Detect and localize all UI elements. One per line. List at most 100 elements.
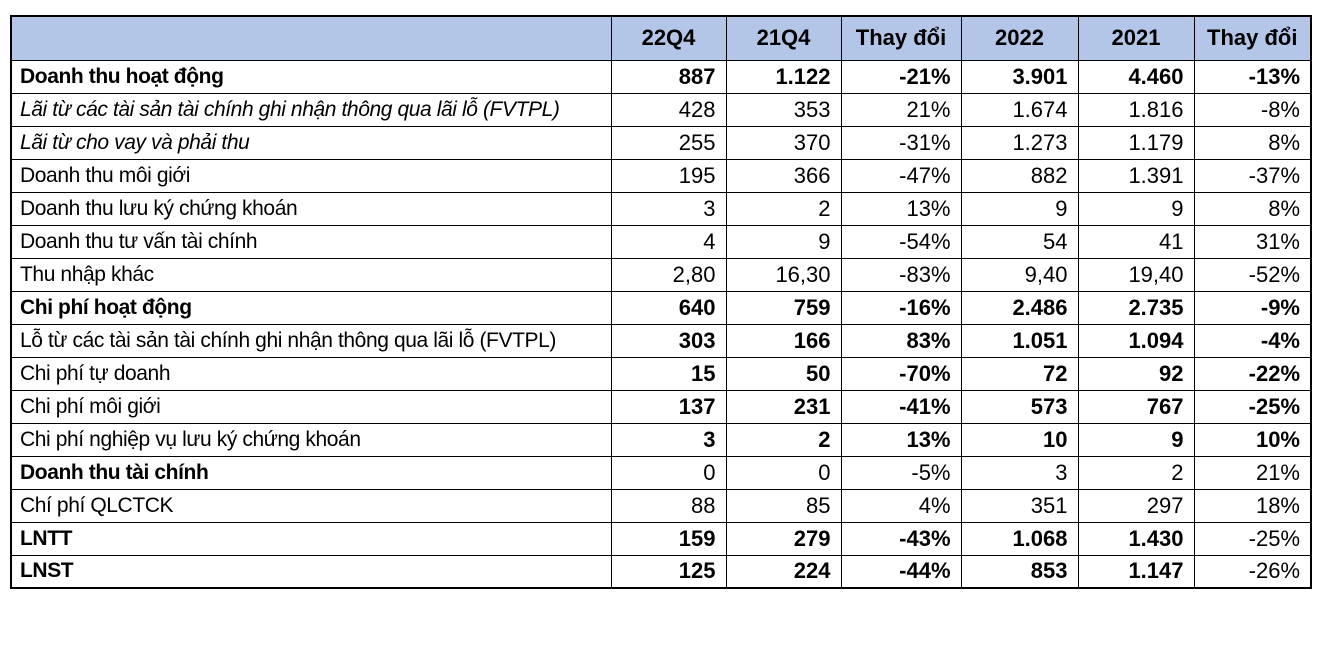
value-cell: 0	[725, 455, 842, 490]
value-cell: 85	[725, 488, 842, 523]
value-cell: 2	[1077, 455, 1195, 490]
table-row: Chi phí hoạt động 640 759 -16% 2.486 2.735 -9%	[10, 290, 1312, 325]
value-cell: -4%	[1193, 323, 1312, 358]
value-cell: 2.486	[960, 290, 1079, 325]
value-cell: -54%	[840, 224, 962, 259]
value-cell: 1.122	[725, 59, 842, 94]
value-cell: -8%	[1193, 92, 1312, 127]
value-cell: 4	[610, 224, 727, 259]
value-cell: 370	[725, 125, 842, 160]
value-cell: 224	[725, 554, 842, 589]
value-cell: 18%	[1193, 488, 1312, 523]
value-cell: 9	[725, 224, 842, 259]
value-cell: -37%	[1193, 158, 1312, 193]
value-cell: 255	[610, 125, 727, 160]
value-cell: 3.901	[960, 59, 1079, 94]
table-row: LNST 125 224 -44% 853 1.147 -26%	[10, 554, 1312, 589]
value-cell: 1.816	[1077, 92, 1195, 127]
row-label: Doanh thu lưu ký chứng khoán	[10, 191, 612, 226]
value-cell: -26%	[1193, 554, 1312, 589]
value-cell: 4.460	[1077, 59, 1195, 94]
table-row: Thu nhập khác 2,80 16,30 -83% 9,40 19,40 -52%	[10, 257, 1312, 292]
value-cell: -41%	[840, 389, 962, 424]
value-cell: 88	[610, 488, 727, 523]
value-cell: -5%	[840, 455, 962, 490]
value-cell: 137	[610, 389, 727, 424]
value-cell: 8%	[1193, 191, 1312, 226]
table-row: Lãi từ các tài sản tài chính ghi nhận th…	[10, 92, 1312, 127]
table-row: Chi phí tự doanh 15 50 -70% 72 92 -22%	[10, 356, 1312, 391]
value-cell: 125	[610, 554, 727, 589]
header-cell: 2021	[1077, 15, 1195, 61]
value-cell: 1.094	[1077, 323, 1195, 358]
value-cell: -31%	[840, 125, 962, 160]
value-cell: 159	[610, 521, 727, 556]
value-cell: 83%	[840, 323, 962, 358]
value-cell: 640	[610, 290, 727, 325]
value-cell: 9	[1077, 191, 1195, 226]
value-cell: 279	[725, 521, 842, 556]
value-cell: 54	[960, 224, 1079, 259]
value-cell: 21%	[840, 92, 962, 127]
row-label: Chi phí hoạt động	[10, 290, 612, 325]
table-body: Doanh thu hoạt động 887 1.122 -21% 3.901 4.46…	[10, 59, 1312, 589]
table-row: Lỗ từ các tài sản tài chính ghi nhận thô…	[10, 323, 1312, 358]
value-cell: 13%	[840, 191, 962, 226]
financial-results-table: 22Q4 21Q4 Thay đổi 2022 2021 Thay đổi Doanh t…	[10, 15, 1312, 589]
value-cell: 759	[725, 290, 842, 325]
value-cell: -13%	[1193, 59, 1312, 94]
value-cell: 366	[725, 158, 842, 193]
value-cell: 195	[610, 158, 727, 193]
value-cell: -70%	[840, 356, 962, 391]
value-cell: -22%	[1193, 356, 1312, 391]
value-cell: 1.273	[960, 125, 1079, 160]
table-row: Doanh thu lưu ký chứng khoán 3 2 13% 9 9 8%	[10, 191, 1312, 226]
value-cell: 297	[1077, 488, 1195, 523]
table-row: Chí phí QLCTCK 88 85 4% 351 297 18%	[10, 488, 1312, 523]
value-cell: 1.391	[1077, 158, 1195, 193]
row-label: Chi phí môi giới	[10, 389, 612, 424]
row-label: Chi phí tự doanh	[10, 356, 612, 391]
value-cell: -52%	[1193, 257, 1312, 292]
row-label: Doanh thu môi giới	[10, 158, 612, 193]
row-label: Chí phí QLCTCK	[10, 488, 612, 523]
value-cell: 31%	[1193, 224, 1312, 259]
value-cell: 303	[610, 323, 727, 358]
row-label: Doanh thu tài chính	[10, 455, 612, 490]
table-row: Doanh thu môi giới 195 366 -47% 882 1.391 -37%	[10, 158, 1312, 193]
value-cell: 9	[1077, 422, 1195, 457]
value-cell: -44%	[840, 554, 962, 589]
row-label: Lỗ từ các tài sản tài chính ghi nhận thô…	[10, 323, 612, 358]
value-cell: 3	[960, 455, 1079, 490]
value-cell: -43%	[840, 521, 962, 556]
header-cell: 2022	[960, 15, 1079, 61]
row-label: Chi phí nghiệp vụ lưu ký chứng khoán	[10, 422, 612, 457]
value-cell: 50	[725, 356, 842, 391]
value-cell: 166	[725, 323, 842, 358]
value-cell: -83%	[840, 257, 962, 292]
header-cell: 22Q4	[610, 15, 727, 61]
value-cell: 9,40	[960, 257, 1079, 292]
value-cell: 15	[610, 356, 727, 391]
value-cell: 351	[960, 488, 1079, 523]
value-cell: 428	[610, 92, 727, 127]
value-cell: -21%	[840, 59, 962, 94]
table-row: Doanh thu hoạt động 887 1.122 -21% 3.901 4.46…	[10, 59, 1312, 94]
value-cell: 4%	[840, 488, 962, 523]
value-cell: 3	[610, 191, 727, 226]
value-cell: 1.068	[960, 521, 1079, 556]
value-cell: 231	[725, 389, 842, 424]
value-cell: 0	[610, 455, 727, 490]
value-cell: 853	[960, 554, 1079, 589]
row-label: Lãi từ cho vay và phải thu	[10, 125, 612, 160]
value-cell: 3	[610, 422, 727, 457]
table-row: Doanh thu tư vấn tài chính 4 9 -54% 54 41 31%	[10, 224, 1312, 259]
value-cell: 767	[1077, 389, 1195, 424]
row-label: Lãi từ các tài sản tài chính ghi nhận th…	[10, 92, 612, 127]
table-row: Chi phí nghiệp vụ lưu ký chứng khoán 3 2 13…	[10, 422, 1312, 457]
value-cell: 72	[960, 356, 1079, 391]
row-label: LNTT	[10, 521, 612, 556]
row-label: Doanh thu hoạt động	[10, 59, 612, 94]
value-cell: 2	[725, 422, 842, 457]
value-cell: 2.735	[1077, 290, 1195, 325]
